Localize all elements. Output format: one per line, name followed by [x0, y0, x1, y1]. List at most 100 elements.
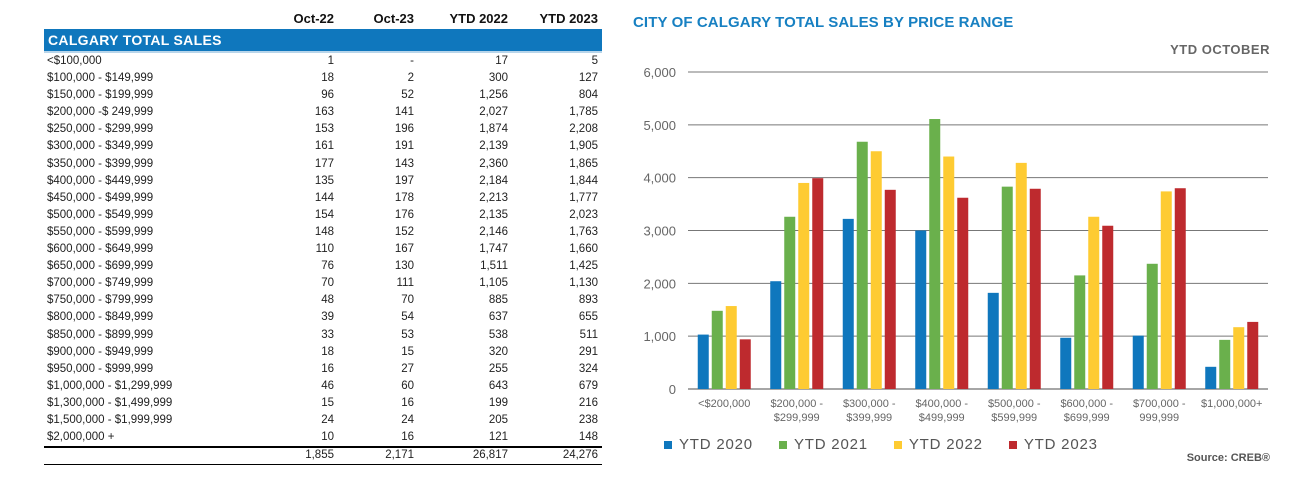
row-value: 161: [314, 140, 334, 153]
row-value: 2,135: [479, 208, 508, 221]
row-value: 1,777: [569, 191, 598, 204]
row-value: 2,027: [479, 106, 508, 119]
col-header: YTD 2022: [449, 11, 508, 26]
y-tick-label: 1,000: [643, 329, 676, 344]
legend-item: YTD 2021: [778, 436, 868, 453]
row-value: 141: [394, 106, 414, 119]
row-label: $700,000 - $749,999: [47, 277, 154, 290]
bar-ytd-2022: [1233, 327, 1245, 389]
row-value: 143: [394, 157, 414, 170]
row-value: 1,844: [569, 174, 598, 187]
row-value: 10: [321, 431, 334, 444]
legend-swatch: [664, 440, 672, 449]
double-rule: [44, 463, 602, 466]
row-value: 96: [321, 89, 334, 102]
bar-ytd-2023: [1174, 188, 1186, 389]
row-label: $650,000 - $699,999: [47, 260, 154, 273]
row-value: 111: [396, 277, 414, 290]
table-row: $500,000 - $549,999 154 176 2,135 2,023: [44, 207, 602, 224]
bar-ytd-2021: [1146, 263, 1158, 389]
table-row: $350,000 - $399,999 177 143 2,360 1,865: [44, 156, 602, 173]
row-value: 60: [401, 379, 414, 392]
chart-subtitle: YTD OCTOBER: [1170, 42, 1270, 57]
bar-ytd-2023: [812, 178, 824, 389]
row-label: $850,000 - $899,999: [47, 328, 154, 341]
row-value: 48: [321, 294, 334, 307]
row-value: 52: [401, 89, 414, 102]
x-tick-label: $399,999: [846, 412, 892, 424]
total-cell: 24,276: [562, 449, 598, 462]
row-value: 216: [578, 396, 598, 409]
row-label: $550,000 - $599,999: [47, 225, 154, 238]
table-row: <$100,000 1 - 17 5: [44, 53, 602, 70]
row-label: $300,000 - $349,999: [47, 140, 154, 153]
row-value: 1,763: [569, 225, 598, 238]
row-value: 5: [591, 55, 598, 67]
x-tick-label: $599,999: [991, 412, 1037, 424]
bar-ytd-2022: [1088, 216, 1100, 389]
x-tick-label: $499,999: [919, 412, 965, 424]
row-value: 324: [578, 362, 598, 375]
row-value: 33: [321, 328, 334, 341]
row-value: 1,425: [569, 260, 598, 273]
row-value: 320: [488, 345, 508, 358]
row-value: 24: [401, 413, 414, 426]
row-label: $400,000 - $449,999: [47, 174, 154, 187]
row-value: 538: [488, 328, 508, 341]
section-title: CALGARY TOTAL SALES: [44, 29, 602, 53]
table-row: $700,000 - $749,999 70 111 1,105 1,130: [44, 275, 602, 292]
row-value: 2,208: [569, 123, 598, 136]
bar-ytd-2022: [798, 182, 810, 389]
bar-ytd-2023: [1029, 188, 1041, 389]
bar-ytd-2022: [943, 156, 955, 389]
row-value: 1,905: [569, 140, 598, 153]
row-value: 1,511: [480, 260, 508, 273]
table-row: $800,000 - $849,999 39 54 637 655: [44, 309, 602, 326]
col-header: YTD 2023: [539, 11, 598, 26]
row-value: 643: [488, 379, 508, 392]
bar-ytd-2020: [697, 334, 709, 389]
row-value: 16: [321, 362, 334, 375]
row-value: 511: [579, 328, 598, 341]
x-tick-label: $200,000 -: [770, 398, 823, 410]
row-label: $250,000 - $299,999: [47, 123, 154, 136]
row-value: 255: [488, 362, 508, 375]
row-value: 110: [315, 243, 334, 256]
row-value: 1,105: [479, 277, 508, 290]
y-tick-label: 6,000: [643, 65, 676, 80]
row-value: 163: [314, 106, 334, 119]
legend-label: YTD 2021: [793, 436, 868, 453]
legend-item: YTD 2022: [893, 436, 983, 453]
bar-ytd-2020: [842, 218, 854, 389]
row-value: 15: [321, 396, 334, 409]
row-value: 127: [578, 72, 598, 85]
row-value: 54: [401, 311, 414, 324]
bar-ytd-2022: [725, 306, 737, 389]
x-tick-label: $600,000 -: [1060, 398, 1113, 410]
row-value: 135: [314, 174, 334, 187]
table-row: $2,000,000 + 10 16 121 148: [44, 429, 602, 446]
table-row: $200,000 -$ 249,999 163 141 2,027 1,785: [44, 104, 602, 121]
legend-swatch: [1008, 440, 1017, 449]
bar-ytd-2023: [739, 339, 751, 389]
row-value: 205: [488, 413, 508, 426]
row-value: 804: [578, 89, 598, 102]
total-cell: 2,171: [385, 449, 414, 462]
row-label: $450,000 - $499,999: [47, 191, 154, 204]
row-value: 300: [488, 72, 508, 85]
bar-ytd-2020: [1060, 337, 1072, 389]
table-row: $650,000 - $699,999 76 130 1,511 1,425: [44, 258, 602, 275]
bar-ytd-2022: [870, 151, 882, 389]
row-value: 191: [394, 140, 414, 153]
table-row: $600,000 - $649,999 110 167 1,747 1,660: [44, 241, 602, 258]
bar-ytd-2020: [1205, 366, 1217, 389]
row-value: 18: [321, 345, 334, 358]
totals-row: 1,855 2,171 26,817 24,276: [44, 446, 602, 463]
row-value: 53: [401, 328, 414, 341]
bar-ytd-2020: [987, 292, 999, 389]
bar-ytd-2021: [856, 141, 868, 389]
row-value: 16: [401, 431, 414, 444]
row-value: 130: [394, 260, 414, 273]
y-tick-label: 3,000: [643, 224, 676, 239]
row-value: 2,023: [569, 208, 598, 221]
